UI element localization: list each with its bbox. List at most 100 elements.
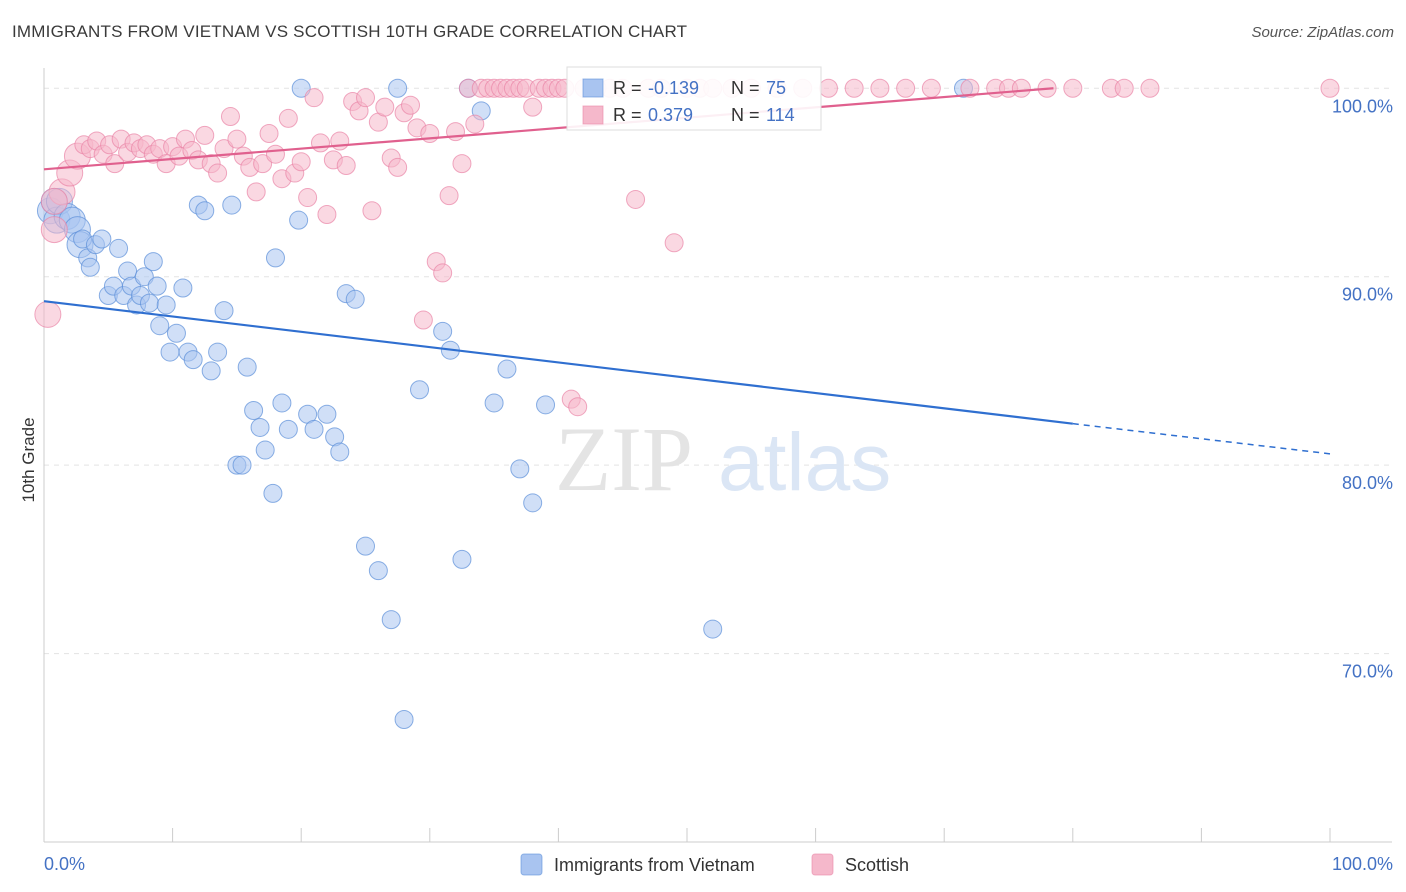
- chart-title: IMMIGRANTS FROM VIETNAM VS SCOTTISH 10TH…: [12, 22, 688, 41]
- point-series-1-33: [253, 154, 273, 174]
- y-tick-label-3: 100.0%: [1332, 96, 1393, 116]
- point-series-1-110: [1114, 78, 1134, 98]
- point-series-1-43: [317, 205, 337, 225]
- point-series-0-41: [244, 400, 264, 420]
- point-series-0-71: [291, 78, 311, 98]
- point-series-1-45: [330, 131, 350, 151]
- point-series-0-35: [208, 342, 228, 362]
- y-axis-label: 10th Grade: [19, 417, 38, 502]
- point-series-1-27: [214, 139, 234, 159]
- point-series-1-102: [921, 78, 941, 98]
- stats-r-value-0: -0.139: [648, 78, 699, 98]
- stats-r-label-0: R =: [613, 78, 642, 98]
- y-tick-label-2: 90.0%: [1342, 285, 1393, 305]
- trend-layer: [43, 87, 1331, 455]
- point-series-1-39: [291, 152, 311, 172]
- points-layer: [34, 78, 1340, 730]
- point-series-1-40: [298, 188, 318, 208]
- point-series-0-34: [201, 361, 221, 381]
- point-series-0-28: [166, 323, 186, 343]
- point-series-0-74: [703, 619, 723, 639]
- point-series-1-82: [568, 397, 588, 417]
- point-series-1-54: [388, 157, 408, 177]
- y-tick-label-1: 80.0%: [1342, 473, 1393, 493]
- stats-n-value-0: 75: [766, 78, 786, 98]
- point-series-0-58: [381, 610, 401, 630]
- point-series-0-21: [134, 267, 154, 287]
- point-series-1-100: [870, 78, 890, 98]
- point-series-1-56: [401, 95, 421, 115]
- point-series-1-108: [1063, 78, 1083, 98]
- watermark-zip: ZIP: [555, 408, 693, 510]
- legend-label-1: Scottish: [845, 855, 909, 875]
- point-series-0-66: [484, 393, 504, 413]
- point-series-0-37: [222, 195, 242, 215]
- grid-layer: 70.0% 80.0% 90.0% 100.0%: [44, 87, 1393, 682]
- point-series-1-111: [1140, 78, 1160, 98]
- point-series-1-50: [362, 201, 382, 221]
- point-series-1-63: [446, 122, 466, 142]
- legend: Immigrants from Vietnam Scottish: [520, 853, 909, 876]
- legend-label-0: Immigrants from Vietnam: [554, 855, 755, 875]
- point-series-1-35: [265, 144, 285, 164]
- trend-line-0: [43, 300, 1073, 425]
- stats-swatch-1: [582, 105, 604, 125]
- point-series-0-44: [263, 483, 283, 503]
- point-series-1-98: [818, 78, 838, 98]
- point-series-0-48: [289, 210, 309, 230]
- point-series-1-101: [896, 78, 916, 98]
- point-series-0-27: [160, 342, 180, 362]
- point-series-1-24: [195, 125, 215, 145]
- point-series-1-42: [310, 133, 330, 153]
- point-series-0-60: [410, 380, 430, 400]
- point-series-0-42: [250, 417, 270, 437]
- chart-source: Source: ZipAtlas.com: [1251, 24, 1394, 41]
- point-series-1-64: [452, 154, 472, 174]
- point-series-0-25: [150, 316, 170, 336]
- point-series-0-46: [272, 393, 292, 413]
- point-series-1-29: [227, 129, 247, 149]
- point-series-0-22: [139, 293, 159, 313]
- point-series-1-106: [1011, 78, 1031, 98]
- point-series-1-32: [246, 182, 266, 202]
- point-series-0-69: [523, 493, 543, 513]
- stats-r-label-1: R =: [613, 105, 642, 125]
- point-series-1-52: [375, 97, 395, 117]
- point-series-1-112: [1320, 78, 1340, 98]
- point-series-0-15: [109, 238, 129, 258]
- point-series-0-40: [237, 357, 257, 377]
- trend-line-extension-0: [1072, 422, 1331, 455]
- point-series-0-47: [278, 419, 298, 439]
- y-tick-label-0: 70.0%: [1342, 662, 1393, 682]
- stats-box-frame: [566, 66, 822, 131]
- point-series-0-51: [317, 404, 337, 424]
- point-series-0-33: [195, 201, 215, 221]
- point-series-1-58: [413, 310, 433, 330]
- point-series-0-72: [388, 78, 408, 98]
- point-series-0-45: [265, 248, 285, 268]
- point-series-0-55: [345, 289, 365, 309]
- point-series-0-26: [156, 295, 176, 315]
- point-series-0-23: [143, 252, 163, 272]
- point-series-0-70: [536, 395, 556, 415]
- point-series-0-68: [510, 459, 530, 479]
- point-series-0-50: [304, 419, 324, 439]
- point-series-0-57: [368, 561, 388, 581]
- point-series-1-34: [259, 123, 279, 143]
- stats-r-value-1: 0.379: [648, 105, 693, 125]
- point-series-1-87: [626, 189, 646, 209]
- point-series-0-59: [394, 710, 414, 730]
- point-series-1-103: [960, 78, 980, 98]
- legend-swatch-1: [811, 853, 834, 876]
- point-series-1-66: [465, 114, 485, 134]
- point-series-0-53: [330, 442, 350, 462]
- point-series-1-37: [278, 108, 298, 128]
- stats-box: R = -0.139 N = 75 R = 0.379 N = 114: [566, 66, 822, 131]
- point-series-0-39: [232, 455, 252, 475]
- watermark-atlas: atlas: [718, 417, 891, 508]
- point-series-1-113: [40, 187, 68, 215]
- point-series-1-28: [220, 107, 240, 127]
- point-series-0-43: [255, 440, 275, 460]
- point-series-0-31: [183, 350, 203, 370]
- point-series-1-75: [523, 97, 543, 117]
